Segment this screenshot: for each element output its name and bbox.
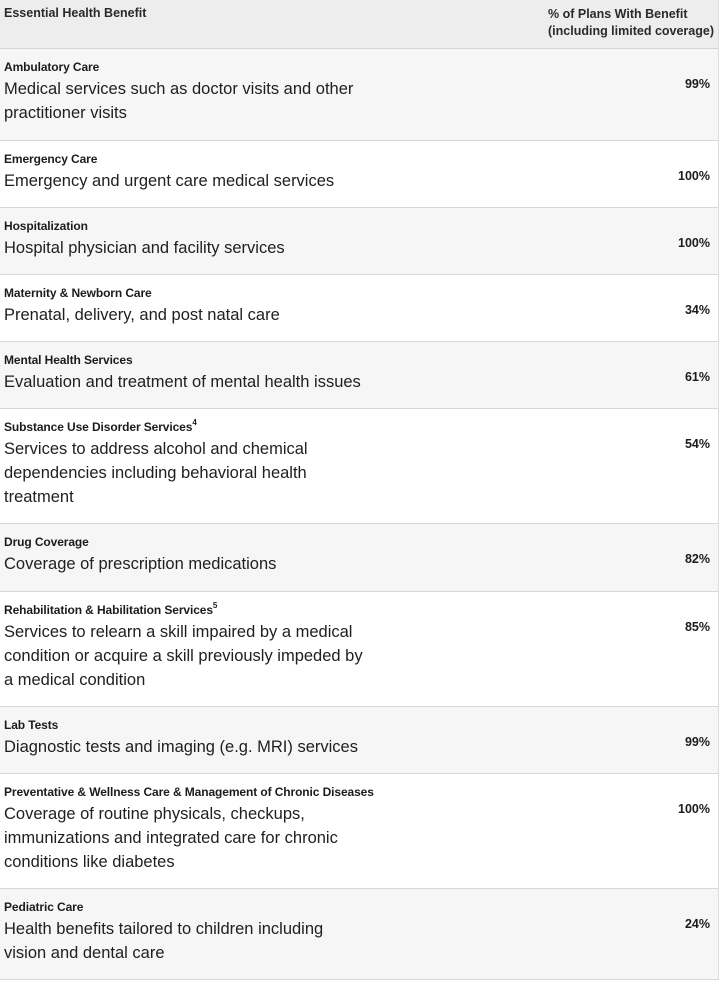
benefit-title: Ambulatory Care [4, 60, 99, 74]
description-line: Medical services such as doctor visits a… [4, 80, 354, 98]
benefit-title-text: Substance Use Disorder Services [4, 420, 193, 434]
benefit-description: Prenatal, delivery, and post natal care [4, 303, 364, 327]
table-row: Drug Coverage Coverage of prescription me… [0, 524, 718, 592]
benefit-title: Preventative & Wellness Care & Managemen… [4, 785, 374, 799]
benefit-title-text: Lab Tests [4, 718, 59, 732]
description-line: dependencies including behavioral health [4, 464, 307, 482]
footnote-marker: 4 [192, 418, 197, 427]
header-percent-line1: % of Plans With Benefit [548, 7, 688, 21]
benefit-title-text: Maternity & Newborn Care [4, 286, 152, 300]
benefit-title: Lab Tests [4, 718, 58, 732]
table-row: Substance Use Disorder Services4 Services… [0, 409, 718, 524]
percent-value: 99% [684, 77, 710, 91]
table-row: Maternity & Newborn Care Prenatal, delive… [0, 275, 718, 342]
description-line: a medical condition [4, 671, 146, 689]
benefit-title-text: Drug Coverage [4, 535, 89, 549]
percent-value: 100% [678, 802, 710, 816]
header-percent-line2: (including limited coverage) [548, 24, 714, 38]
description-line: Prenatal, delivery, and post natal care [4, 306, 280, 324]
description-line: Services to address alcohol and chemical [4, 440, 308, 458]
benefit-description: Health benefits tailored to children inc… [4, 917, 364, 965]
table-row: Preventative & Wellness Care & Managemen… [0, 774, 718, 889]
header-benefit: Essential Health Benefit [4, 6, 147, 20]
benefit-title-text: Preventative & Wellness Care & Managemen… [4, 785, 374, 799]
percent-value: 85% [684, 620, 710, 634]
benefit-description: Medical services such as doctor visits a… [4, 77, 364, 125]
description-line: Emergency and urgent care medical servic… [4, 172, 335, 190]
benefit-title: Mental Health Services [4, 353, 133, 367]
benefit-description: Diagnostic tests and imaging (e.g. MRI) … [4, 735, 364, 759]
benefit-title-text: Rehabilitation & Habilitation Services [4, 603, 213, 617]
table-header: Essential Health Benefit % of Plans With… [0, 0, 718, 49]
benefit-description: Evaluation and treatment of mental healt… [4, 370, 364, 394]
benefit-title-text: Emergency Care [4, 152, 98, 166]
table-row: Hospitalization Hospital physician and fa… [0, 208, 718, 275]
benefit-description: Services to address alcohol and chemical… [4, 437, 364, 509]
percent-value: 61% [684, 370, 710, 384]
benefit-description: Services to relearn a skill impaired by … [4, 620, 364, 692]
description-line: Coverage of routine physicals, checkups, [4, 805, 305, 823]
percent-value: 82% [684, 552, 710, 566]
benefit-title: Maternity & Newborn Care [4, 286, 152, 300]
benefit-title: Emergency Care [4, 152, 97, 166]
benefit-description: Hospital physician and facility services [4, 236, 364, 260]
benefit-title: Hospitalization [4, 219, 88, 233]
table-row: Lab Tests Diagnostic tests and imaging (e… [0, 707, 718, 774]
percent-value: 54% [684, 437, 710, 451]
benefit-description: Coverage of prescription medications [4, 552, 364, 576]
benefit-title-text: Pediatric Care [4, 900, 84, 914]
description-line: Health benefits tailored to children inc… [4, 920, 324, 938]
description-line: Diagnostic tests and imaging (e.g. MRI) … [4, 738, 358, 756]
description-line: condition or acquire a skill previously … [4, 647, 363, 665]
description-line: Evaluation and treatment of mental healt… [4, 373, 361, 391]
benefit-title: Substance Use Disorder Services4 [4, 418, 197, 434]
percent-value: 24% [684, 917, 710, 931]
header-percent: % of Plans With Benefit (including limit… [548, 6, 714, 40]
benefit-title-text: Mental Health Services [4, 353, 133, 367]
benefit-title-text: Ambulatory Care [4, 60, 100, 74]
description-line: Hospital physician and facility services [4, 239, 285, 257]
table-row: Emergency Care Emergency and urgent care … [0, 141, 718, 208]
description-line: vision and dental care [4, 944, 165, 962]
percent-value: 99% [684, 735, 710, 749]
description-line: Coverage of prescription medications [4, 555, 277, 573]
table-row: Pediatric Care Health benefits tailored t… [0, 889, 718, 980]
percent-value: 100% [678, 169, 710, 183]
description-line: treatment [4, 488, 74, 506]
table-row: Rehabilitation & Habilitation Services5 S… [0, 592, 718, 707]
benefit-title: Pediatric Care [4, 900, 83, 914]
benefit-title: Rehabilitation & Habilitation Services5 [4, 601, 218, 617]
description-line: immunizations and integrated care for ch… [4, 829, 338, 847]
percent-value: 34% [684, 303, 710, 317]
benefit-description: Coverage of routine physicals, checkups,… [4, 802, 364, 874]
benefit-title-text: Hospitalization [4, 219, 88, 233]
description-line: practitioner visits [4, 104, 127, 122]
table-row: Mental Health Services Evaluation and tre… [0, 342, 718, 409]
percent-value: 100% [678, 236, 710, 250]
table-body: Ambulatory Care Medical services such as … [0, 49, 718, 980]
benefit-title: Drug Coverage [4, 535, 89, 549]
description-line: conditions like diabetes [4, 853, 175, 871]
description-line: Services to relearn a skill impaired by … [4, 623, 353, 641]
table-row: Ambulatory Care Medical services such as … [0, 49, 718, 141]
footnote-marker: 5 [212, 601, 218, 610]
benefit-description: Emergency and urgent care medical servic… [4, 169, 364, 193]
